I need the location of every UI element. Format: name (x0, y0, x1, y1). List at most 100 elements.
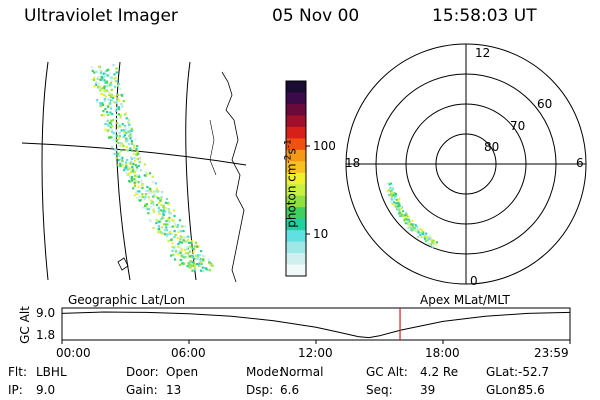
aurora-pixel (189, 255, 192, 258)
aurora-pixel (141, 195, 144, 199)
aurora-pixel (106, 105, 110, 108)
aurora-pixel (108, 105, 111, 108)
polar-aurora-pixel (405, 218, 408, 221)
footer-field-label: Mode: (246, 365, 283, 379)
polar-aurora-pixel (407, 227, 410, 229)
aurora-pixel (107, 98, 110, 101)
polar-aurora-pixel (399, 202, 402, 205)
aurora-pixel (143, 197, 146, 200)
aurora-pixel (137, 185, 140, 188)
mlt-label-18: 18 (345, 156, 361, 170)
aurora-pixel (116, 97, 119, 100)
aurora-pixel (161, 216, 164, 219)
aurora-pixel (144, 203, 147, 206)
geographic-map (21, 61, 247, 283)
aurora-pixel (136, 145, 139, 148)
aurora-pixel (104, 128, 107, 131)
aurora-pixel (152, 208, 155, 211)
aurora-pixel (115, 142, 118, 145)
aurora-pixel (126, 140, 129, 143)
aurora-pixel (120, 129, 123, 132)
aurora-pixel (173, 209, 176, 212)
aurora-pixel (191, 253, 194, 256)
aurora-pixel (155, 203, 159, 207)
aurora-pixel (128, 172, 131, 175)
aurora-pixel (144, 193, 148, 196)
aurora-pixel (102, 110, 105, 113)
aurora-pixel (99, 105, 102, 108)
colorbar-cell (286, 241, 306, 254)
colorbar-tick-100: 100 (313, 139, 336, 153)
aurora-pixel (107, 129, 110, 132)
aurora-pixel (190, 241, 193, 244)
aurora-pixel (130, 160, 133, 163)
colorbar-cell (286, 149, 306, 162)
aurora-pixel (104, 89, 107, 92)
footer-field-label: Dsp: (246, 383, 274, 397)
aurora-pixel (115, 113, 119, 116)
aurora-pixel (162, 212, 165, 215)
aurora-pixel (149, 189, 152, 192)
aurora-pixel (192, 247, 195, 250)
aurora-pixel (99, 72, 102, 75)
aurora-pixel (149, 187, 152, 190)
polar-aurora-pixel (399, 207, 402, 210)
mlt-label-12: 12 (475, 46, 491, 60)
mlt-label-6: 6 (576, 156, 584, 170)
aurora-pixel (115, 71, 118, 74)
aurora-pixel (203, 266, 206, 270)
aurora-pixel (109, 113, 112, 116)
aurora-pixel (129, 137, 132, 140)
aurora-pixel (162, 206, 165, 209)
polar-aurora-pixel (390, 200, 392, 203)
aurora-pixel (118, 131, 121, 134)
colorbar-cell (286, 161, 306, 174)
aurora-pixel (185, 256, 189, 259)
colorbar-cell (286, 207, 306, 220)
polar-aurora-pixel (392, 192, 395, 195)
aurora-pixel (106, 81, 109, 84)
aurora-pixel (125, 161, 128, 164)
aurora-pixel (126, 130, 129, 133)
aurora-pixel (180, 248, 183, 251)
footer-field-label: Flt: (8, 365, 27, 379)
aurora-pixel (133, 178, 136, 181)
polar-aurora-pixel (406, 222, 409, 225)
aurora-pixel (181, 255, 184, 258)
aurora-pixel (116, 152, 119, 155)
aurora-pixel (144, 171, 147, 174)
aurora-pixel (173, 236, 176, 239)
aurora-pixel (173, 222, 176, 225)
aurora-pixel (136, 173, 139, 177)
aurora-pixel (190, 266, 193, 269)
aurora-pixel (174, 245, 177, 248)
polar-aurora-pixel (417, 229, 420, 232)
aurora-pixel (160, 232, 163, 235)
polar-aurora-pixel (397, 202, 400, 205)
aurora-pixel (179, 238, 182, 241)
aurora-pixel (118, 124, 121, 127)
aurora-pixel (107, 68, 110, 71)
aurora-pixel (121, 163, 124, 166)
aurora-pixel (191, 269, 194, 272)
aurora-pixel (121, 142, 124, 145)
aurora-pixel (199, 259, 202, 262)
aurora-pixel (178, 219, 182, 222)
aurora-pixel (198, 264, 201, 267)
aurora-pixel (192, 264, 195, 267)
polar-aurora-pixel (392, 201, 395, 204)
aurora-pixel (105, 80, 108, 83)
aurora-pixel (131, 170, 135, 173)
polar-aurora-pixel (407, 220, 410, 223)
aurora-pixel (148, 172, 152, 175)
aurora-pixel (132, 152, 135, 155)
aurora-pixel (91, 78, 94, 81)
aurora-pixel (164, 210, 167, 213)
aurora-pixel (130, 135, 133, 138)
apex-polar-dial (345, 43, 587, 285)
aurora-pixel (148, 198, 151, 201)
polar-aurora-pixel (389, 186, 392, 189)
aurora-pixel (130, 157, 133, 160)
polar-aurora-pixel (416, 228, 419, 231)
colorbar-cell (286, 230, 306, 243)
